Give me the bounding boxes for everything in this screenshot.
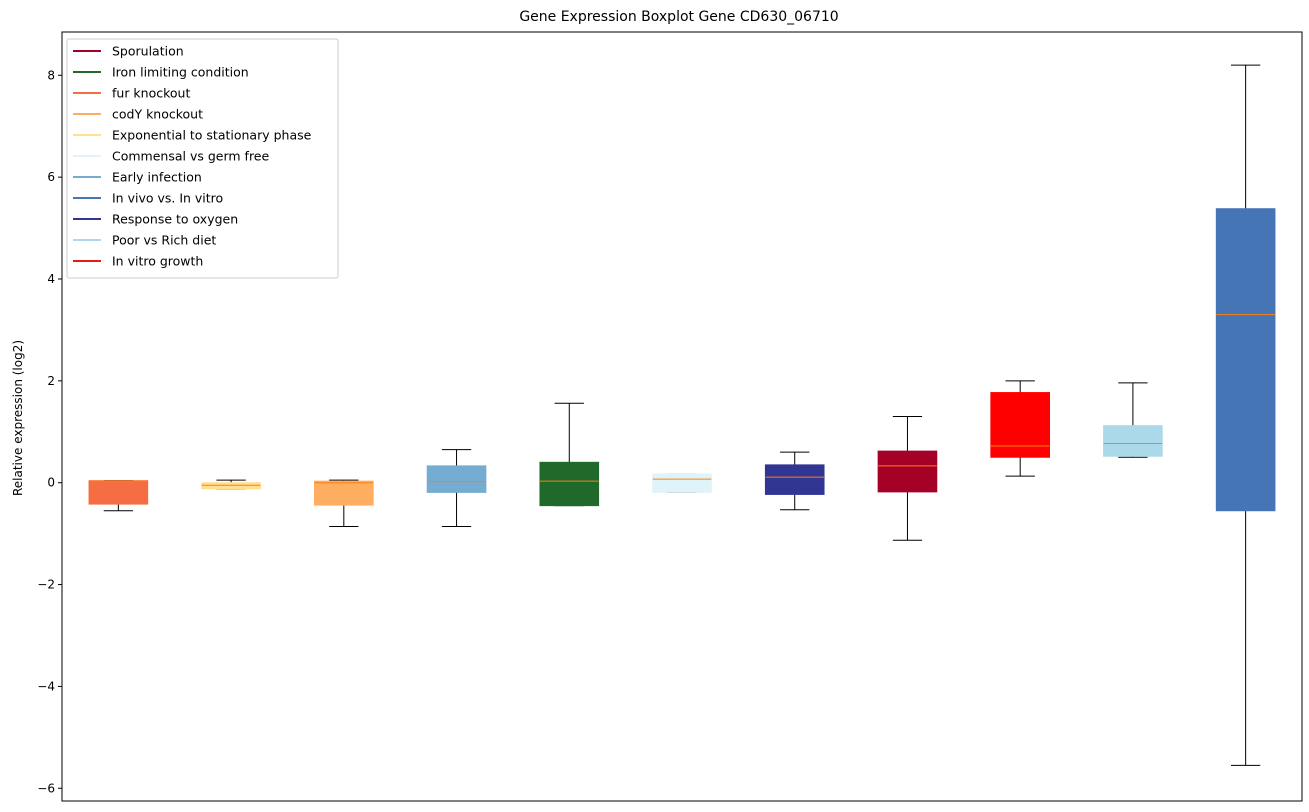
y-tick-label: 8 [47,68,55,82]
box-8 [990,380,1050,477]
box-body [539,461,600,507]
box-body [652,473,712,493]
box-body [990,392,1050,458]
box-5 [652,473,712,493]
y-tick-label: 6 [47,170,55,184]
box-2 [314,479,374,528]
plot-frame [61,31,1303,802]
box-body [201,482,261,490]
y-axis: −6 −4 −2 0 2 4 6 8 [37,68,62,795]
legend: Sporulation Iron limiting condition fur kn… [66,38,339,279]
y-tick-label: −4 [37,679,55,693]
box-body [314,480,374,506]
legend-entry-label: Sporulation [112,44,184,59]
legend-entry-label: Poor vs Rich diet [112,233,216,248]
y-tick-label: −2 [37,578,55,592]
y-tick-label: 0 [47,476,55,490]
box-1 [201,479,261,490]
legend-entry-label: Commensal vs germ free [112,149,269,164]
chart-title: Gene Expression Boxplot Gene CD630_06710 [519,9,838,25]
box-body [426,465,487,493]
legend-box [66,38,339,279]
legend-entry-label: Response to oxygen [112,212,238,227]
boxes-group [88,64,1276,766]
y-tick-label: 2 [47,374,55,388]
box-0 [88,480,149,512]
legend-entry-label: Iron limiting condition [112,65,249,80]
box-body [1215,208,1276,512]
legend-entry-label: Early infection [112,170,202,185]
box-4 [539,402,600,507]
box-body [764,464,825,495]
legend-entry-label: fur knockout [112,86,190,101]
y-tick-label: 4 [47,272,55,286]
box-body [88,480,149,505]
box-6 [764,451,825,511]
y-tick-label: −6 [37,781,55,795]
box-body [877,450,938,493]
box-7 [877,416,938,541]
box-body [1103,425,1163,457]
y-axis-label: Relative expression (log2) [11,340,25,496]
box-10 [1215,64,1276,766]
legend-entry-label: codY knockout [112,107,203,122]
legend-entry-label: Exponential to stationary phase [112,128,312,143]
box-9 [1103,382,1163,458]
legend-entry-label: In vitro growth [112,254,203,269]
box-3 [426,449,487,528]
legend-entry-label: In vivo vs. In vitro [112,191,223,206]
